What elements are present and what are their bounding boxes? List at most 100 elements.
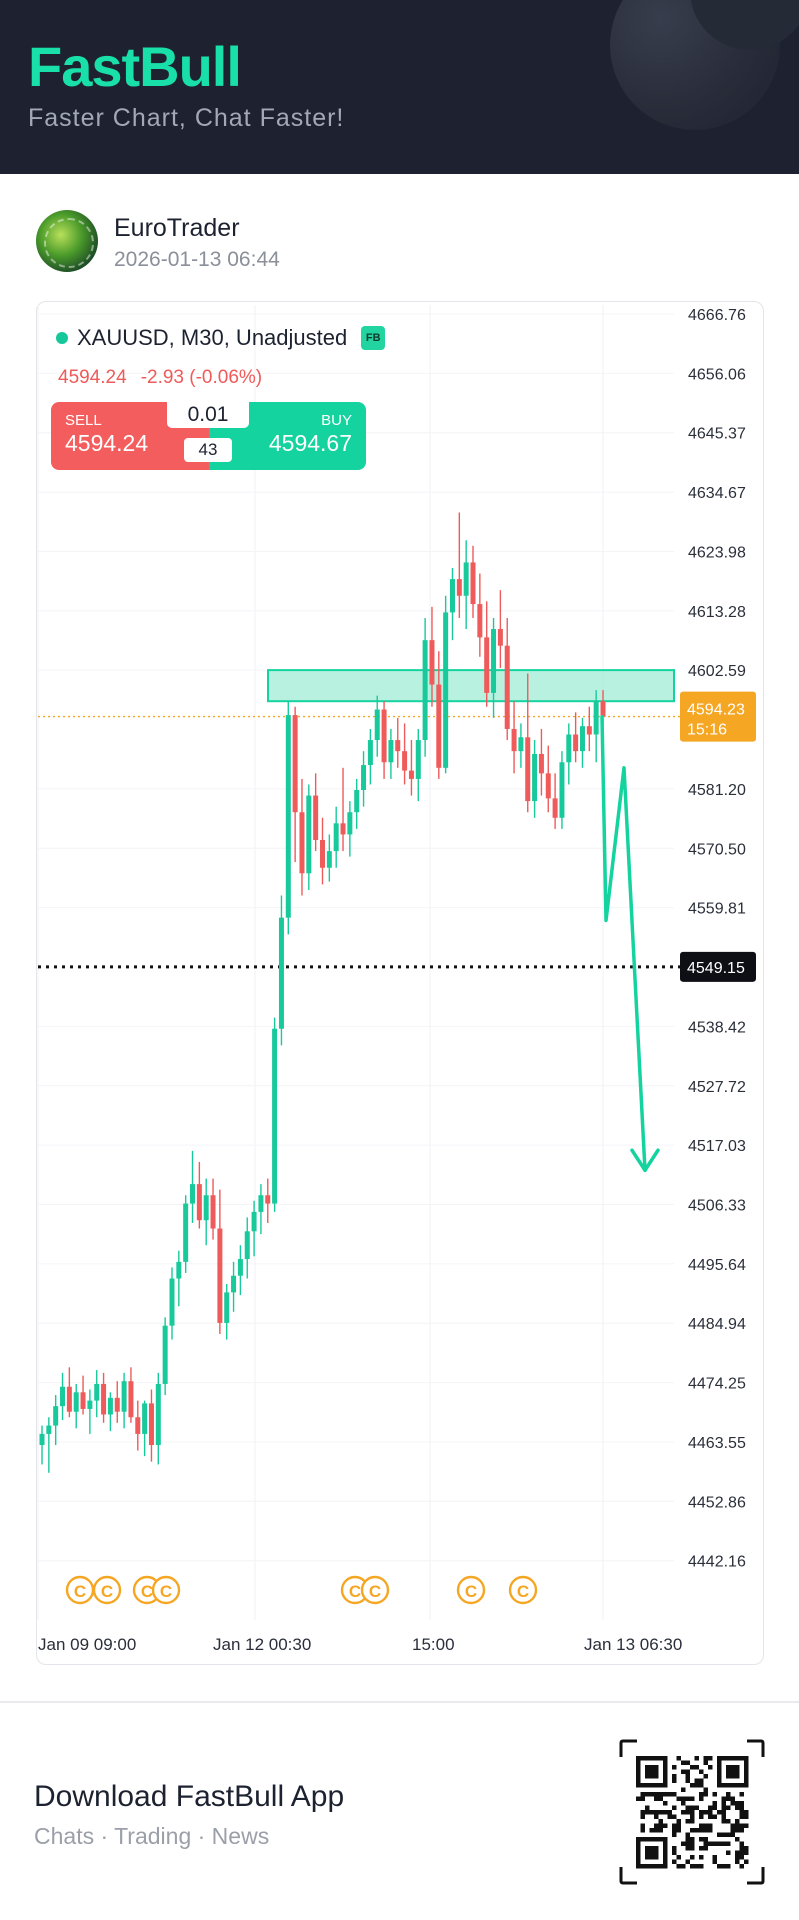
- candle-body: [367, 740, 373, 766]
- candle-body: [313, 795, 319, 840]
- qr-module: [726, 1841, 731, 1846]
- qr-module: [658, 1796, 663, 1801]
- qr-module: [685, 1819, 690, 1824]
- qr-module: [703, 1841, 708, 1846]
- candle-body: [320, 839, 325, 868]
- candle-body: [148, 1403, 154, 1446]
- qr-finder-core: [726, 1765, 740, 1779]
- candle: [292, 706, 298, 863]
- qr-module: [703, 1823, 708, 1828]
- candle: [313, 773, 319, 852]
- qr-module: [735, 1828, 740, 1833]
- qr-module: [640, 1828, 645, 1833]
- y-axis-tick-label: 4623.98: [688, 544, 746, 561]
- qr-module: [681, 1769, 686, 1774]
- candle: [114, 1381, 120, 1423]
- qr-module: [712, 1859, 717, 1864]
- candle: [340, 767, 346, 852]
- qr-module: [640, 1814, 645, 1819]
- y-axis-tick-label: 4452.86: [688, 1494, 746, 1511]
- qr-module: [690, 1783, 695, 1788]
- qr-module: [726, 1796, 731, 1801]
- candle-body: [340, 823, 346, 835]
- qr-module: [690, 1814, 695, 1819]
- qr-module: [649, 1792, 654, 1797]
- event-marker-label: C: [369, 1582, 381, 1601]
- candle: [80, 1375, 86, 1415]
- author-name[interactable]: EuroTrader: [114, 214, 240, 242]
- post-author[interactable]: EuroTrader 2026-01-13 06:44: [36, 210, 736, 274]
- qr-module: [726, 1864, 731, 1869]
- qr-module: [721, 1801, 726, 1806]
- qr-code-icon[interactable]: [619, 1739, 765, 1885]
- candle-body: [53, 1406, 59, 1426]
- y-axis-tick-label: 4634.67: [688, 485, 746, 502]
- qr-module: [690, 1846, 695, 1851]
- y-axis-tick-label: 4613.28: [688, 604, 746, 621]
- y-axis-tick-label: 4581.20: [688, 782, 746, 799]
- candle-body: [600, 701, 606, 717]
- y-axis-tick-label: 4602.59: [688, 663, 746, 680]
- qr-module: [676, 1823, 681, 1828]
- qr-module: [739, 1850, 744, 1855]
- lot-size-input[interactable]: 0.01: [167, 402, 249, 428]
- qr-module: [672, 1778, 677, 1783]
- qr-module: [690, 1841, 695, 1846]
- candle-body: [511, 728, 517, 752]
- qr-module: [739, 1846, 744, 1851]
- event-marker-label: C: [517, 1582, 529, 1601]
- qr-frame: [619, 1739, 765, 1885]
- download-title[interactable]: Download FastBull App: [34, 1780, 345, 1813]
- qr-module: [739, 1792, 744, 1797]
- qr-module: [735, 1850, 740, 1855]
- qr-module: [645, 1792, 650, 1797]
- candle: [408, 740, 414, 796]
- candle: [579, 717, 585, 768]
- candle-body: [525, 737, 531, 802]
- qr-finder-core: [645, 1846, 659, 1860]
- symbol-header[interactable]: XAUUSD, M30, Unadjusted FB: [56, 325, 386, 351]
- candle: [477, 573, 483, 657]
- candle-body: [408, 770, 414, 779]
- event-marker-label: C: [160, 1582, 172, 1601]
- event-marker-icon: C: [340, 1575, 370, 1605]
- candle: [278, 895, 284, 1046]
- candle-body: [114, 1397, 120, 1412]
- candle: [162, 1317, 168, 1396]
- qr-module: [681, 1810, 686, 1815]
- candle-body: [87, 1400, 93, 1409]
- candle: [66, 1367, 72, 1418]
- qr-module: [708, 1828, 713, 1833]
- candle-body: [463, 562, 469, 596]
- qr-module: [676, 1864, 681, 1869]
- candle: [388, 728, 394, 779]
- qr-module: [721, 1796, 726, 1801]
- qr-module: [690, 1837, 695, 1842]
- qr-module: [690, 1855, 695, 1860]
- qr-module: [694, 1828, 699, 1833]
- y-axis-tick-label: 4442.16: [688, 1554, 746, 1571]
- event-marker-circle: [92, 1575, 122, 1605]
- qr-module: [721, 1814, 726, 1819]
- qr-module: [744, 1810, 749, 1815]
- event-marker-circle: [508, 1575, 538, 1605]
- price-chart[interactable]: 4666.76 4656.06 4645.37 4634.67 4623.98 4613.…: [0, 0, 799, 1680]
- candle: [272, 1017, 278, 1212]
- candle-body: [518, 737, 524, 752]
- sell-button[interactable]: SELL 4594.24: [51, 402, 209, 470]
- candle-body: [231, 1275, 237, 1293]
- candle: [196, 1161, 202, 1229]
- qr-module: [703, 1756, 708, 1761]
- brand-logo[interactable]: FastBull: [28, 35, 242, 98]
- candle: [155, 1372, 161, 1465]
- candle-body: [155, 1383, 161, 1446]
- avatar[interactable]: [36, 210, 98, 272]
- event-marker-icon: C: [151, 1575, 181, 1605]
- candle: [518, 723, 524, 768]
- qr-module: [744, 1846, 749, 1851]
- candle: [244, 1217, 250, 1279]
- candle: [354, 778, 360, 829]
- chart-card[interactable]: [36, 301, 764, 1665]
- qr-module: [717, 1832, 722, 1837]
- y-axis-tick-label: 4559.81: [688, 901, 746, 918]
